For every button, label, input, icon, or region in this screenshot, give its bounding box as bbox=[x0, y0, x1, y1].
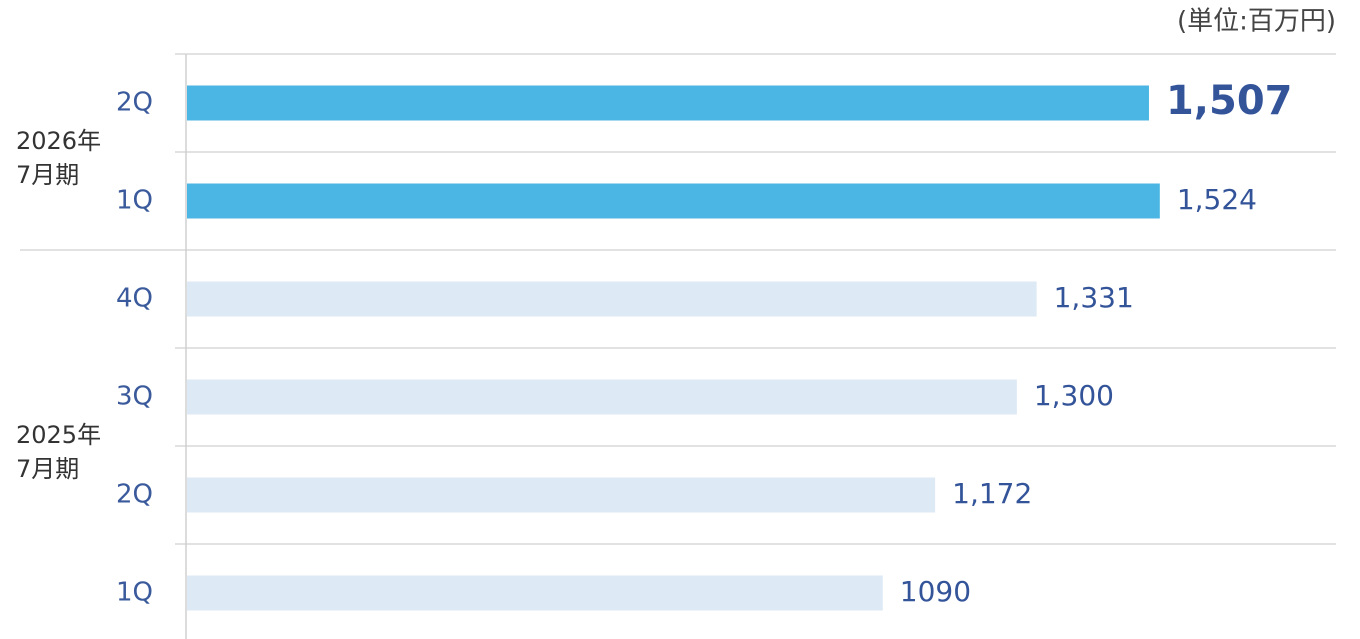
bar bbox=[187, 477, 936, 513]
value-label: 1090 bbox=[900, 575, 971, 608]
group-label: 7月期 bbox=[16, 455, 79, 483]
value-label: 1,331 bbox=[1054, 281, 1134, 314]
category-label: 3Q bbox=[116, 382, 153, 412]
category-label: 4Q bbox=[116, 284, 153, 314]
group-label: 2026年 bbox=[16, 127, 101, 155]
unit-label: (単位:百万円) bbox=[1177, 7, 1336, 37]
category-label: 2Q bbox=[116, 480, 153, 510]
bar bbox=[187, 575, 883, 611]
category-label: 1Q bbox=[116, 186, 153, 216]
bar bbox=[187, 183, 1160, 219]
group-label: 2025年 bbox=[16, 421, 101, 449]
bar bbox=[187, 85, 1149, 121]
category-label: 2Q bbox=[116, 88, 153, 118]
value-label: 1,300 bbox=[1034, 379, 1114, 412]
value-label: 1,172 bbox=[952, 477, 1032, 510]
value-label: 1,524 bbox=[1177, 183, 1257, 216]
value-label: 1,507 bbox=[1166, 78, 1293, 124]
bar bbox=[187, 281, 1037, 317]
category-label: 1Q bbox=[116, 578, 153, 608]
bar bbox=[187, 379, 1017, 415]
group-label: 7月期 bbox=[16, 161, 79, 189]
